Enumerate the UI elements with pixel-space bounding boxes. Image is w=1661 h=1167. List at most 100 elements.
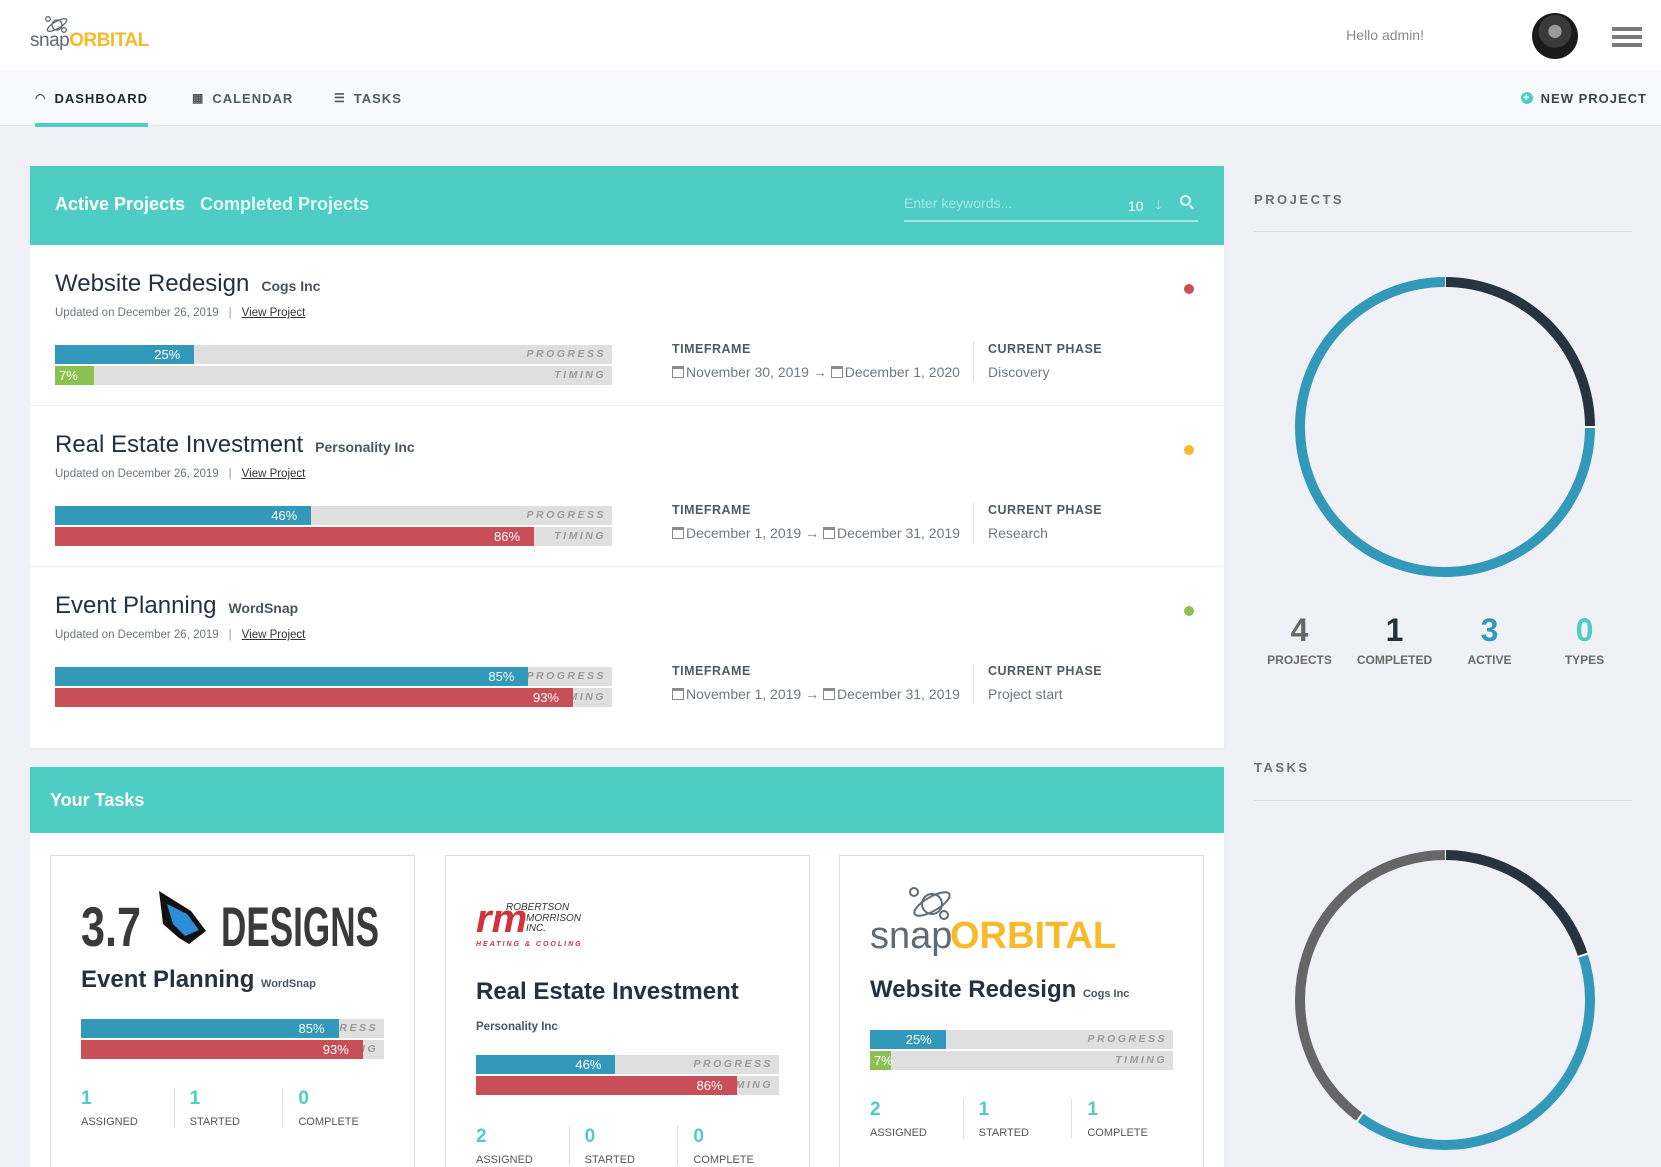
project-title[interactable]: Website Redesign [55,270,250,297]
view-project-link[interactable]: View Project [241,307,306,319]
main-nav: ◠ DASHBOARD ▦ CALENDAR ☰ TASKS + NEW PRO… [0,70,1661,127]
tasks-panel-title: Your Tasks [50,790,145,810]
user-avatar[interactable] [1532,13,1578,59]
progress-fill: 25% [55,345,195,364]
divider [1254,800,1632,801]
timing-bar: 93%TIMING [81,1040,384,1059]
calendar-icon [830,366,843,378]
task-project-title: Website Redesign [870,976,1077,1003]
view-project-link[interactable]: View Project [241,629,306,641]
progress-bar: 85%PROGRESS [55,667,612,686]
timing-fill: 86% [55,527,535,546]
project-bars: 25% PROGRESS 7% TIMING [55,345,612,387]
project-client: WordSnap [228,600,299,616]
calendar-icon: ▦ [192,91,205,105]
task-card[interactable]: 3.7 DESIGNS Event Planning WordSnap 85%P… [50,855,415,1167]
progress-bar: 46% PROGRESS [55,506,612,525]
stat-projects: 4 PROJECTS [1267,612,1332,667]
new-project-button[interactable]: + NEW PROJECT [1520,70,1647,126]
donut-separator [1355,1111,1365,1123]
search-icon[interactable] [1180,195,1191,206]
project-title[interactable]: Real Estate Investment [55,431,304,458]
project-stats: 4 PROJECTS 1 COMPLETED 3 ACTIVE 0 TYPES [1252,612,1632,667]
tab-completed-projects[interactable]: Completed Projects [200,194,370,214]
stat-complete: 0 COMPLETE [282,1088,391,1128]
task-bars: 25% PROGRESS 7% TIMING [870,1030,1173,1072]
donut-separator [1576,952,1589,958]
progress-fill: 85% [81,1019,339,1038]
project-search: 10 🡓 [904,188,1198,222]
timing-label: TIMING [554,369,606,381]
project-title[interactable]: Event Planning [55,592,217,619]
search-input[interactable] [904,188,1104,218]
projects-panel-header: Active Projects Completed Projects 10 🡓 [30,166,1224,245]
task-stats: 1 ASSIGNED 1 STARTED 0 COMPLETE [81,1088,391,1128]
projects-sidebar-title: PROJECTS [1254,192,1345,207]
phase-value: Discovery [988,364,1050,380]
end-date: December 31, 2019 [836,525,960,541]
project-row: Real Estate Investment Personality Inc Up… [30,406,1224,567]
nav-tasks[interactable]: ☰ TASKS [334,70,402,126]
timing-bar: 7% TIMING [55,366,612,385]
progress-bar: 85%PROGRESS [81,1019,384,1038]
task-project-title: Real Estate Investment [476,978,739,1005]
status-dot [1184,606,1194,616]
donut-slice-complete [1444,850,1588,957]
progress-fill: 46% [476,1055,616,1074]
nav-calendar-label: CALENDAR [212,90,294,106]
start-date: November 1, 2019 [686,686,802,702]
calendar-icon [672,366,684,378]
view-project-link[interactable]: View Project [241,468,306,480]
phase-label: CURRENT PHASE [988,342,1103,356]
nav-dashboard-label: DASHBOARD [54,90,148,106]
start-date: November 30, 2019 [686,364,809,380]
progress-fill: 25% [870,1030,946,1049]
phase-value: Project start [988,686,1063,702]
project-row: Website Redesign Cogs Inc Updated on Dece… [30,245,1224,406]
client-logo-robertson-morrison: rm ROBERTSON MORRISON INC. HEATING & COO… [476,896,616,966]
tasks-panel: Your Tasks 3.7 DESIGNS Event Planning Wo… [30,767,1224,1167]
per-page-select[interactable]: 10 [1128,198,1144,214]
svg-text:3.7: 3.7 [81,895,141,952]
timing-fill: 7% [55,366,94,385]
task-card[interactable]: rm ROBERTSON MORRISON INC. HEATING & COO… [445,855,810,1167]
tab-active-projects[interactable]: Active Projects [55,194,186,214]
menu-hamburger-icon[interactable] [1612,27,1642,47]
progress-fill: 85% [55,667,529,686]
task-client: Cogs Inc [1082,988,1130,1000]
stat-started: 1 STARTED [173,1088,283,1128]
orbit-logo-icon [45,16,68,33]
nav-dashboard[interactable]: ◠ DASHBOARD [35,70,148,127]
task-card[interactable]: snap ORBITAL Website Redesign Cogs Inc 2… [839,855,1204,1167]
progress-label: PROGRESS [526,670,606,682]
current-phase: CURRENT PHASE Research [988,503,1102,541]
status-dot [1184,445,1194,455]
timeframe: TIMEFRAME December 1, 2019 → December 31… [672,503,960,541]
divider [973,503,974,543]
divider [973,342,974,382]
arrow-down-icon[interactable]: 🡓 [1155,197,1162,212]
project-bars: 85% PROGRESS 93% TIMING [55,667,612,709]
stat-complete: 1 COMPLETE [1071,1099,1180,1139]
project-client: Cogs Inc [261,278,321,294]
client-logo-snaporbital: snap ORBITAL [870,884,1130,957]
meta-divider: | [228,629,232,641]
svg-text:rm: rm [476,897,527,941]
timing-label: TIMING [554,530,606,542]
end-date: December 31, 2019 [836,686,960,702]
current-phase: CURRENT PHASE Project start [988,664,1102,702]
project-row: Event Planning WordSnap Updated on Decemb… [30,567,1224,728]
project-updated: Updated on December 26, 2019 [55,307,219,319]
plus-circle-icon: + [1520,92,1533,104]
nav-tasks-label: TASKS [353,90,402,106]
greeting: Hello admin! [1346,27,1424,43]
nav-calendar[interactable]: ▦ CALENDAR [192,70,293,126]
timeframe-label: TIMEFRAME [672,342,751,356]
timing-fill: 93% [81,1040,363,1059]
progress-label: PROGRESS [526,348,606,360]
stat-started: 0 STARTED [568,1126,678,1166]
project-updated: Updated on December 26, 2019 [55,468,219,480]
phase-value: Research [988,525,1048,541]
end-date: December 1, 2020 [844,364,960,380]
calendar-icon [672,688,684,700]
